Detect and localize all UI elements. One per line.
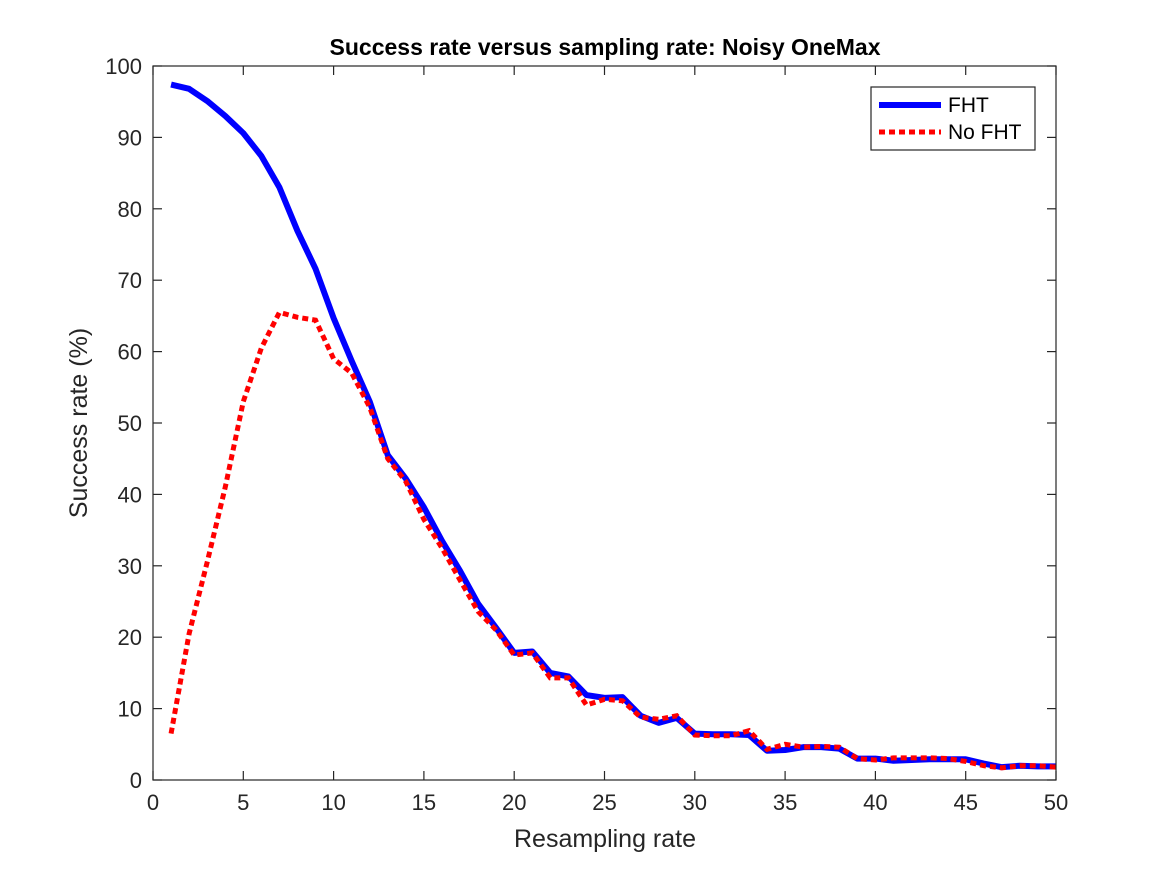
legend: FHT No FHT	[870, 86, 1036, 151]
x-tick-label: 10	[321, 790, 345, 815]
y-tick-label: 0	[130, 768, 142, 793]
y-tick-label: 60	[118, 340, 142, 365]
y-tick-label: 80	[118, 197, 142, 222]
series-line-no-fht	[168, 309, 1057, 771]
x-tick-label: 20	[502, 790, 526, 815]
x-tick-label: 45	[953, 790, 977, 815]
y-tick-label: 30	[118, 554, 142, 579]
x-tick-label: 40	[863, 790, 887, 815]
y-tick-label: 10	[118, 697, 142, 722]
y-tick-label: 70	[118, 268, 142, 293]
x-tick-label: 15	[412, 790, 436, 815]
axes: 0 5 10 15 20 25 30 35 40 45 50 0 10 20 30 40 50 60 70 80 90 1…	[105, 54, 1068, 815]
x-tick-label: 30	[683, 790, 707, 815]
y-tick-label: 100	[105, 54, 142, 79]
plot-area	[153, 66, 1056, 780]
legend-box	[870, 86, 1036, 151]
y-tick-label: 20	[118, 625, 142, 650]
y-axis-title: Success rate (%)	[65, 328, 93, 518]
x-tick-label: 50	[1044, 790, 1068, 815]
x-tick-label: 0	[147, 790, 159, 815]
x-tick-label: 35	[773, 790, 797, 815]
chart-title: Success rate versus sampling rate: Noisy…	[330, 34, 881, 60]
legend-label: FHT	[948, 94, 989, 117]
x-tick-label: 25	[592, 790, 616, 815]
x-tick-label: 5	[237, 790, 249, 815]
legend-label: No FHT	[948, 121, 1022, 144]
series-layer	[168, 81, 1057, 771]
x-axis-title: Resampling rate	[514, 825, 696, 853]
y-tick-label: 40	[118, 482, 142, 507]
y-tick-label: 50	[118, 411, 142, 436]
y-tick-label: 90	[118, 125, 142, 150]
plot-background	[153, 66, 1056, 780]
